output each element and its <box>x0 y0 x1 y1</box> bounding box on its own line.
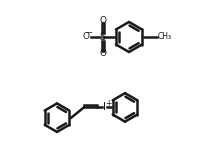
Text: O: O <box>99 49 106 58</box>
Text: I: I <box>103 102 106 112</box>
Text: −: − <box>86 28 93 38</box>
Text: O: O <box>99 16 106 25</box>
Text: O: O <box>83 33 90 42</box>
Text: S: S <box>100 32 106 42</box>
Text: CH₃: CH₃ <box>158 33 172 42</box>
Text: +: + <box>105 99 112 108</box>
